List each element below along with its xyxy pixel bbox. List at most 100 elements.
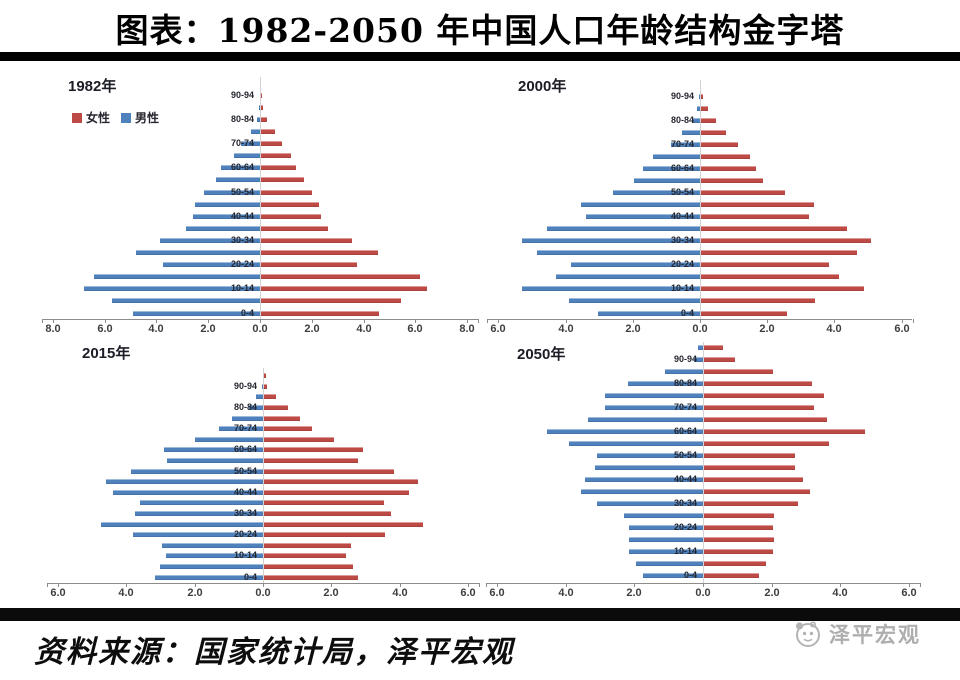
male-bar (628, 380, 703, 386)
female-bar (704, 404, 814, 410)
female-bar (264, 574, 358, 580)
female-bar (264, 489, 409, 495)
male-bar (569, 440, 703, 446)
x-axis-tick-label: 6.0 (489, 587, 505, 599)
source-line: 资料来源：国家统计局，泽平宏观 (34, 635, 514, 670)
age-group-label: 30-34 (670, 235, 694, 246)
male-bar (605, 404, 703, 410)
female-bar (264, 553, 346, 559)
female-bar (264, 521, 423, 527)
x-axis-tick (312, 319, 313, 323)
female-bar (704, 536, 774, 542)
female-bar (701, 105, 708, 111)
male-bar (167, 457, 263, 463)
age-group-label: 0-4 (683, 569, 697, 580)
pyramid-plot-2000: 0-4 10-14 20-24 30-34 40-44 50-54 60-64 70-74 80… (480, 65, 940, 337)
age-group-label: 40-44 (233, 486, 257, 497)
female-bar (264, 532, 385, 538)
female-bar (704, 416, 827, 422)
x-axis-tick-label: 4.0 (118, 587, 134, 599)
male-bar (195, 436, 263, 442)
age-group-label: 90-94 (233, 380, 257, 391)
chart-year-label: 2015年 (82, 345, 131, 362)
age-group-label: 60-64 (230, 162, 254, 173)
male-bar (257, 116, 260, 122)
age-group-label: 20-24 (670, 259, 694, 270)
x-axis-tick-label: 6.0 (894, 323, 910, 335)
male-bar (586, 214, 700, 220)
male-bar (221, 165, 260, 171)
female-bar (261, 310, 379, 316)
x-axis-tick (767, 319, 768, 323)
female-bar (264, 542, 351, 548)
female-bar (261, 298, 401, 304)
female-swatch-icon (72, 112, 82, 123)
age-group-label: 40-44 (673, 473, 697, 484)
x-axis-tick-label: 4.0 (558, 323, 574, 335)
male-swatch-icon (121, 112, 132, 123)
x-axis-tick-label: 2.0 (323, 587, 339, 599)
male-bar (595, 464, 703, 470)
male-bar (588, 416, 703, 422)
male-bar (537, 250, 700, 256)
age-group-label: 90-94 (230, 89, 254, 100)
female-bar (701, 165, 756, 171)
age-group-label: 10-14 (233, 550, 257, 561)
female-bar (264, 479, 418, 485)
x-axis-tick (634, 583, 635, 587)
male-bar (94, 274, 260, 280)
female-bar (701, 226, 847, 232)
age-group-label: 40-44 (670, 211, 694, 222)
female-bar (701, 117, 716, 123)
male-bar (259, 104, 260, 110)
age-group-label: 80-84 (230, 113, 254, 124)
age-group-label: 70-74 (673, 401, 697, 412)
female-bar (264, 457, 358, 463)
male-bar (581, 488, 703, 494)
female-bar (264, 383, 267, 389)
x-axis-tick (772, 583, 773, 587)
male-bar (195, 201, 260, 207)
panda-face-icon (795, 621, 820, 647)
male-bar (251, 129, 260, 134)
female-bar (701, 93, 703, 99)
male-bar (140, 500, 263, 506)
female-bar (264, 500, 384, 506)
pyramid-panel-2000: 2000年 0-4 10-14 20-24 30-34 40-44 50-54 60-64 7… (480, 65, 940, 337)
female-bar (704, 572, 759, 578)
x-axis-tick (566, 583, 567, 587)
age-group-label: 70-74 (233, 423, 257, 434)
chart-legend: 女性 男性 (72, 109, 159, 126)
age-group-label: 0-4 (680, 307, 694, 318)
x-axis-tick-label: 4.0 (558, 587, 574, 599)
x-axis-tick-label: 2.0 (625, 323, 641, 335)
chart-year-label: 1982年 (68, 78, 117, 95)
female-bar (264, 436, 334, 442)
male-bar (556, 274, 700, 280)
female-bar (701, 274, 839, 280)
x-axis-tick (909, 583, 910, 587)
male-bar (629, 524, 703, 530)
age-group-label: 50-54 (670, 187, 694, 197)
female-bar (261, 250, 378, 255)
center-axis-line (703, 342, 704, 583)
x-axis-tick (126, 583, 127, 587)
x-axis-tick (156, 319, 157, 323)
male-bar (160, 237, 260, 243)
male-bar (216, 177, 260, 183)
male-bar (166, 553, 263, 559)
x-axis-tick-label: 6.0 (490, 323, 506, 335)
age-group-label: 20-24 (230, 259, 254, 270)
female-bar (704, 452, 795, 458)
page-title: 图表：1982-2050 年中国人口年龄结构金字塔 (115, 11, 845, 50)
x-axis-tick-label: 6.0 (50, 587, 66, 599)
male-bar (193, 213, 260, 219)
female-bar (701, 238, 871, 244)
age-group-label: 60-64 (673, 425, 697, 436)
age-group-label: 70-74 (230, 138, 254, 149)
center-axis-line (263, 368, 264, 583)
male-bar (522, 286, 700, 292)
female-bar (704, 380, 812, 386)
age-group-label: 60-64 (233, 444, 257, 455)
x-axis-tick (498, 319, 499, 323)
